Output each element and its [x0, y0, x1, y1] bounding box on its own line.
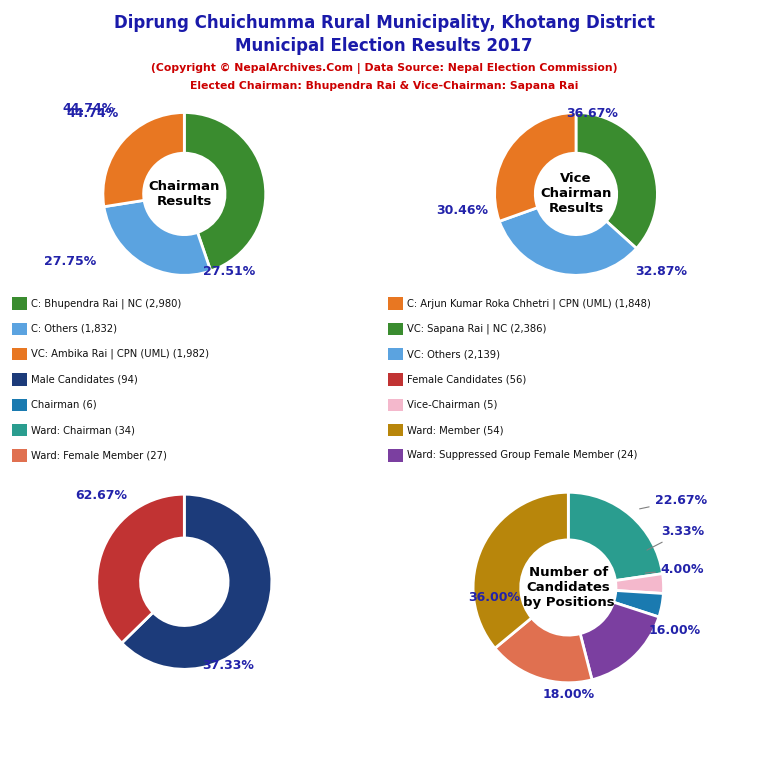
Wedge shape: [495, 112, 576, 221]
Text: Municipal Election Results 2017: Municipal Election Results 2017: [235, 37, 533, 55]
Text: Chairman (6): Chairman (6): [31, 399, 96, 410]
Text: 37.33%: 37.33%: [202, 659, 254, 672]
Text: (Copyright © NepalArchives.Com | Data Source: Nepal Election Commission): (Copyright © NepalArchives.Com | Data So…: [151, 63, 617, 74]
Wedge shape: [580, 602, 659, 680]
Text: 18.00%: 18.00%: [542, 687, 594, 700]
Text: 62.67%: 62.67%: [75, 488, 127, 502]
Text: 22.67%: 22.67%: [640, 494, 707, 509]
Text: Chairman
Results: Chairman Results: [149, 180, 220, 208]
Text: C: Others (1,832): C: Others (1,832): [31, 323, 117, 334]
Text: 32.87%: 32.87%: [635, 265, 687, 278]
Wedge shape: [184, 112, 266, 271]
Wedge shape: [499, 207, 637, 275]
Text: Vice
Chairman
Results: Vice Chairman Results: [541, 173, 611, 215]
Text: 44.74%: 44.74%: [62, 102, 114, 115]
Text: Ward: Member (54): Ward: Member (54): [407, 425, 504, 435]
Wedge shape: [122, 495, 272, 669]
Text: Male Candidates (94): Male Candidates (94): [31, 374, 137, 385]
Text: Ward: Female Member (27): Ward: Female Member (27): [31, 450, 167, 461]
Text: Diprung Chuichumma Rural Municipality, Khotang District: Diprung Chuichumma Rural Municipality, K…: [114, 14, 654, 31]
Wedge shape: [473, 492, 568, 648]
Text: Ward: Chairman (34): Ward: Chairman (34): [31, 425, 134, 435]
Text: 27.75%: 27.75%: [45, 255, 97, 268]
Text: Number of
Candidates
by Positions: Number of Candidates by Positions: [522, 566, 614, 609]
Text: 30.46%: 30.46%: [436, 204, 488, 217]
Wedge shape: [104, 200, 210, 275]
Text: C: Bhupendra Rai | NC (2,980): C: Bhupendra Rai | NC (2,980): [31, 298, 181, 309]
Wedge shape: [568, 492, 663, 581]
Wedge shape: [576, 112, 657, 248]
Wedge shape: [615, 574, 664, 594]
Text: 36.00%: 36.00%: [468, 591, 520, 604]
Text: Vice-Chairman (5): Vice-Chairman (5): [407, 399, 498, 410]
Text: VC: Others (2,139): VC: Others (2,139): [407, 349, 500, 359]
Text: Female Candidates (56): Female Candidates (56): [407, 374, 526, 385]
Wedge shape: [614, 591, 664, 617]
Text: VC: Ambika Rai | CPN (UML) (1,982): VC: Ambika Rai | CPN (UML) (1,982): [31, 349, 209, 359]
Text: Elected Chairman: Bhupendra Rai & Vice-Chairman: Sapana Rai: Elected Chairman: Bhupendra Rai & Vice-C…: [190, 81, 578, 91]
Text: 16.00%: 16.00%: [649, 624, 701, 637]
Text: VC: Sapana Rai | NC (2,386): VC: Sapana Rai | NC (2,386): [407, 323, 546, 334]
Text: Number of
Candidates
by Gender: Number of Candidates by Gender: [142, 561, 227, 603]
Wedge shape: [97, 495, 184, 643]
Text: 36.67%: 36.67%: [566, 107, 618, 120]
Wedge shape: [103, 112, 184, 207]
Text: 3.33%: 3.33%: [647, 525, 704, 550]
Text: C: Arjun Kumar Roka Chhetri | CPN (UML) (1,848): C: Arjun Kumar Roka Chhetri | CPN (UML) …: [407, 298, 650, 309]
Text: 4.00%: 4.00%: [645, 563, 704, 576]
Text: 27.51%: 27.51%: [203, 265, 255, 278]
Wedge shape: [495, 618, 592, 683]
Text: 44.74%: 44.74%: [67, 107, 119, 120]
Text: Ward: Suppressed Group Female Member (24): Ward: Suppressed Group Female Member (24…: [407, 450, 637, 461]
